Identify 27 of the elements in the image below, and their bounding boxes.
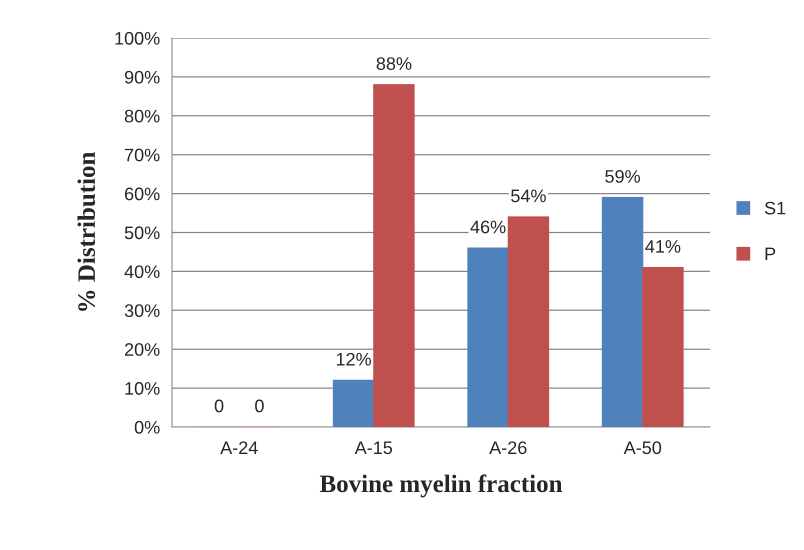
- y-tick-label: 0%: [134, 420, 160, 434]
- data-label: 0: [255, 400, 264, 412]
- y-axis-title: % Distribution: [77, 152, 96, 311]
- y-tick-label: 70%: [124, 148, 160, 162]
- x-axis-title: Bovine myelin fraction: [320, 474, 562, 498]
- data-label: 54%: [511, 190, 546, 202]
- y-tick-label: 80%: [124, 110, 160, 123]
- data-label: 0: [214, 400, 224, 412]
- data-label: 41%: [645, 240, 680, 253]
- y-tick-label: 60%: [124, 188, 160, 200]
- y-tick-label: 50%: [124, 226, 160, 240]
- legend-label: P: [766, 248, 776, 260]
- data-label: 88%: [376, 57, 412, 70]
- y-tick-label: 10%: [125, 382, 160, 395]
- y-tick-label: 40%: [124, 265, 160, 278]
- x-tick-label: A-50: [624, 441, 662, 454]
- y-tick-label: 90%: [124, 70, 160, 84]
- data-label: 59%: [605, 170, 640, 183]
- y-tick-label: 100%: [115, 32, 160, 45]
- x-tick-label: A-15: [354, 442, 392, 454]
- x-tick-label: A-24: [220, 441, 258, 454]
- data-label: 46%: [470, 220, 506, 234]
- y-tick-label: 20%: [124, 343, 160, 356]
- legend-label: S1: [764, 202, 786, 214]
- y-tick-label: 30%: [124, 304, 160, 318]
- x-tick-label: A-26: [489, 441, 527, 454]
- data-label: 12%: [336, 352, 371, 366]
